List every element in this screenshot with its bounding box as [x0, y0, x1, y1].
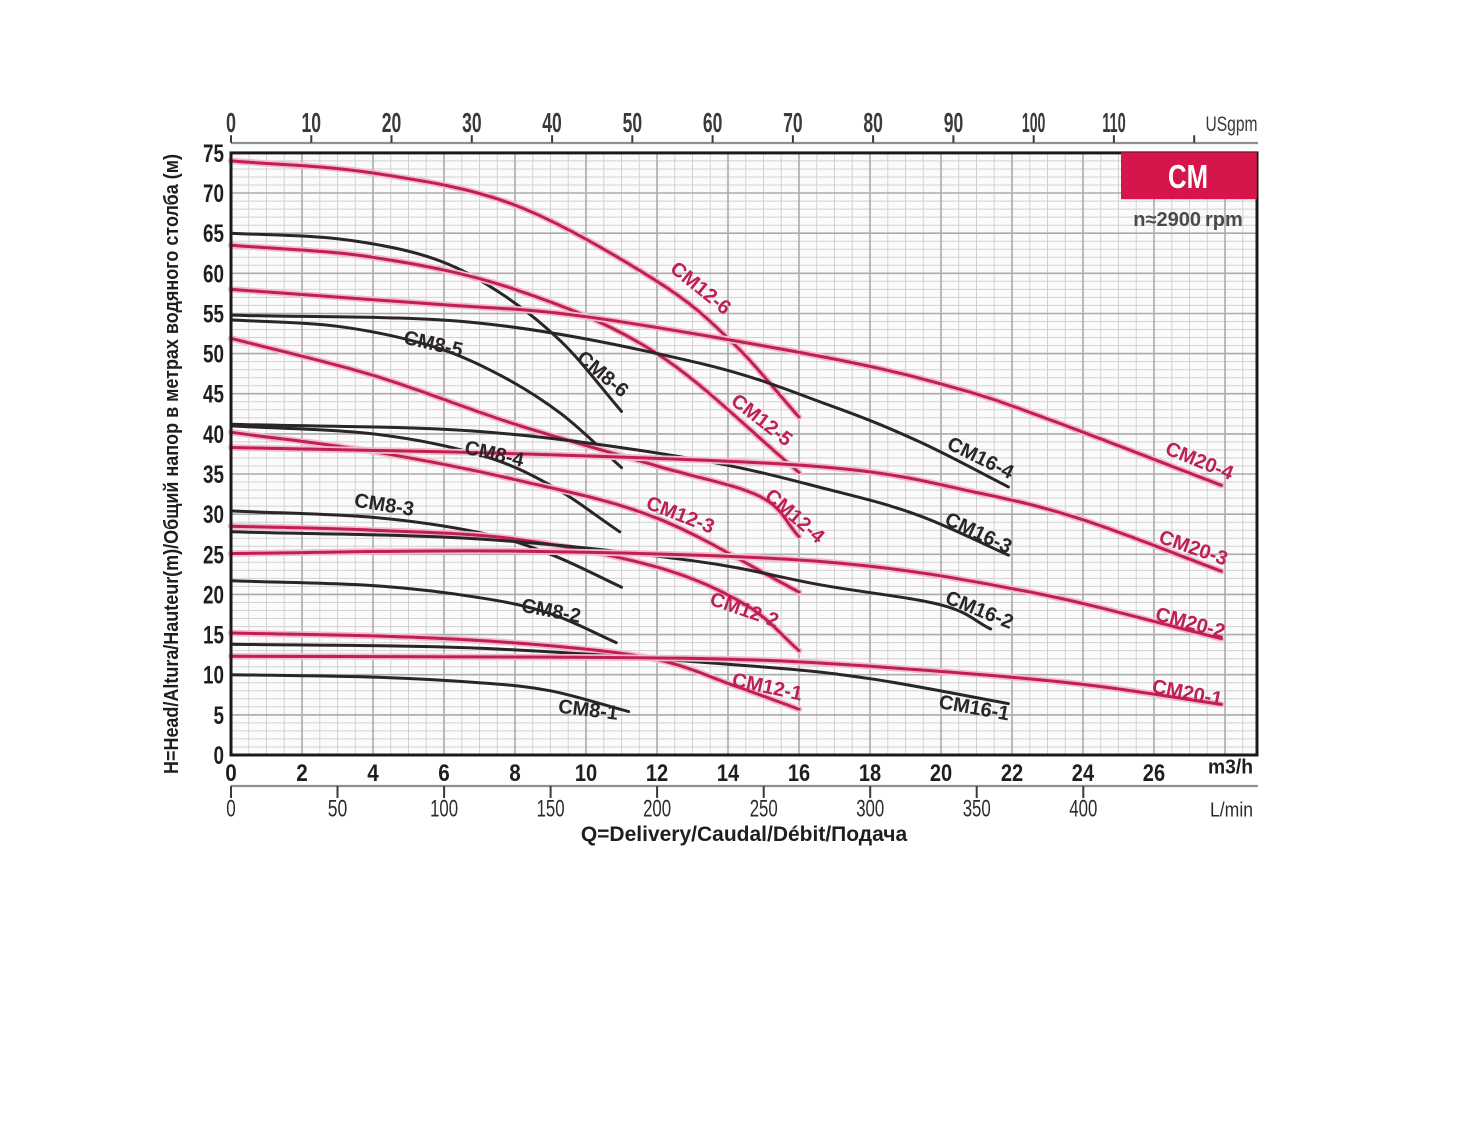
svg-text:50: 50	[623, 107, 643, 138]
svg-text:150: 150	[537, 796, 565, 823]
svg-text:100: 100	[1022, 107, 1046, 138]
svg-text:10: 10	[575, 760, 597, 787]
svg-text:20: 20	[382, 107, 402, 138]
svg-text:60: 60	[703, 107, 723, 138]
svg-text:0: 0	[226, 107, 236, 138]
svg-text:10: 10	[302, 107, 322, 138]
svg-text:30: 30	[203, 501, 224, 529]
svg-text:40: 40	[542, 107, 562, 138]
svg-text:8: 8	[509, 760, 521, 787]
svg-text:20: 20	[930, 760, 952, 787]
svg-text:60: 60	[203, 260, 224, 288]
svg-text:16: 16	[788, 760, 810, 787]
svg-text:350: 350	[963, 796, 991, 823]
svg-text:30: 30	[462, 107, 482, 138]
svg-text:90: 90	[944, 107, 964, 138]
svg-text:300: 300	[856, 796, 884, 823]
svg-text:110: 110	[1102, 107, 1126, 138]
svg-text:m3/h: m3/h	[1208, 757, 1253, 779]
svg-text:15: 15	[203, 622, 224, 650]
svg-text:USgpm: USgpm	[1206, 113, 1258, 136]
svg-text:70: 70	[783, 107, 803, 138]
svg-text:250: 250	[750, 796, 778, 823]
svg-text:50: 50	[203, 341, 224, 369]
svg-text:H=Head/Altura/Hauteur(m)/Общий: H=Head/Altura/Hauteur(m)/Общий напор в м…	[161, 154, 183, 774]
svg-text:80: 80	[863, 107, 883, 138]
svg-text:50: 50	[328, 796, 348, 823]
svg-text:Q=Delivery/Caudal/Débit/Подача: Q=Delivery/Caudal/Débit/Подача	[581, 823, 908, 846]
svg-text:200: 200	[643, 796, 671, 823]
svg-text:0: 0	[214, 742, 225, 770]
svg-text:2: 2	[296, 760, 308, 787]
svg-text:22: 22	[1001, 760, 1023, 787]
svg-text:n≈2900 rpm: n≈2900 rpm	[1133, 209, 1242, 231]
svg-text:55: 55	[203, 301, 224, 329]
svg-text:CM: CM	[1168, 158, 1208, 195]
svg-text:6: 6	[438, 760, 450, 787]
svg-text:40: 40	[203, 421, 224, 449]
svg-text:26: 26	[1143, 760, 1165, 787]
svg-text:70: 70	[203, 180, 224, 208]
svg-text:45: 45	[203, 381, 224, 409]
svg-text:100: 100	[430, 796, 458, 823]
svg-text:5: 5	[214, 702, 225, 730]
svg-text:18: 18	[859, 760, 881, 787]
svg-text:10: 10	[203, 662, 224, 690]
svg-text:L/min: L/min	[1210, 800, 1253, 822]
svg-text:75: 75	[203, 140, 224, 168]
svg-text:400: 400	[1069, 796, 1097, 823]
svg-text:0: 0	[225, 760, 237, 787]
svg-text:20: 20	[203, 581, 224, 609]
svg-text:4: 4	[367, 760, 379, 787]
svg-text:12: 12	[646, 760, 668, 787]
svg-text:65: 65	[203, 220, 224, 248]
svg-text:0: 0	[226, 796, 236, 823]
svg-text:25: 25	[203, 541, 224, 569]
svg-text:35: 35	[203, 461, 224, 489]
svg-text:14: 14	[717, 760, 740, 787]
svg-text:24: 24	[1072, 760, 1095, 787]
